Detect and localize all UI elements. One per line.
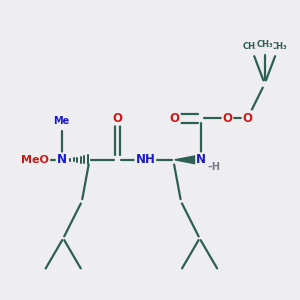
Text: CH₃: CH₃	[256, 40, 273, 49]
Text: N: N	[57, 153, 67, 166]
Text: O: O	[170, 112, 180, 124]
Text: NH: NH	[135, 153, 155, 166]
Text: O: O	[112, 112, 122, 124]
Text: O: O	[223, 112, 232, 124]
Text: Me: Me	[53, 116, 70, 126]
Text: CH₃: CH₃	[242, 42, 259, 51]
Text: CH₃: CH₃	[270, 42, 287, 51]
Text: N: N	[196, 153, 206, 166]
Text: MeO: MeO	[21, 155, 49, 165]
Text: O: O	[243, 112, 253, 124]
Polygon shape	[175, 156, 196, 164]
Text: –H: –H	[207, 162, 220, 172]
